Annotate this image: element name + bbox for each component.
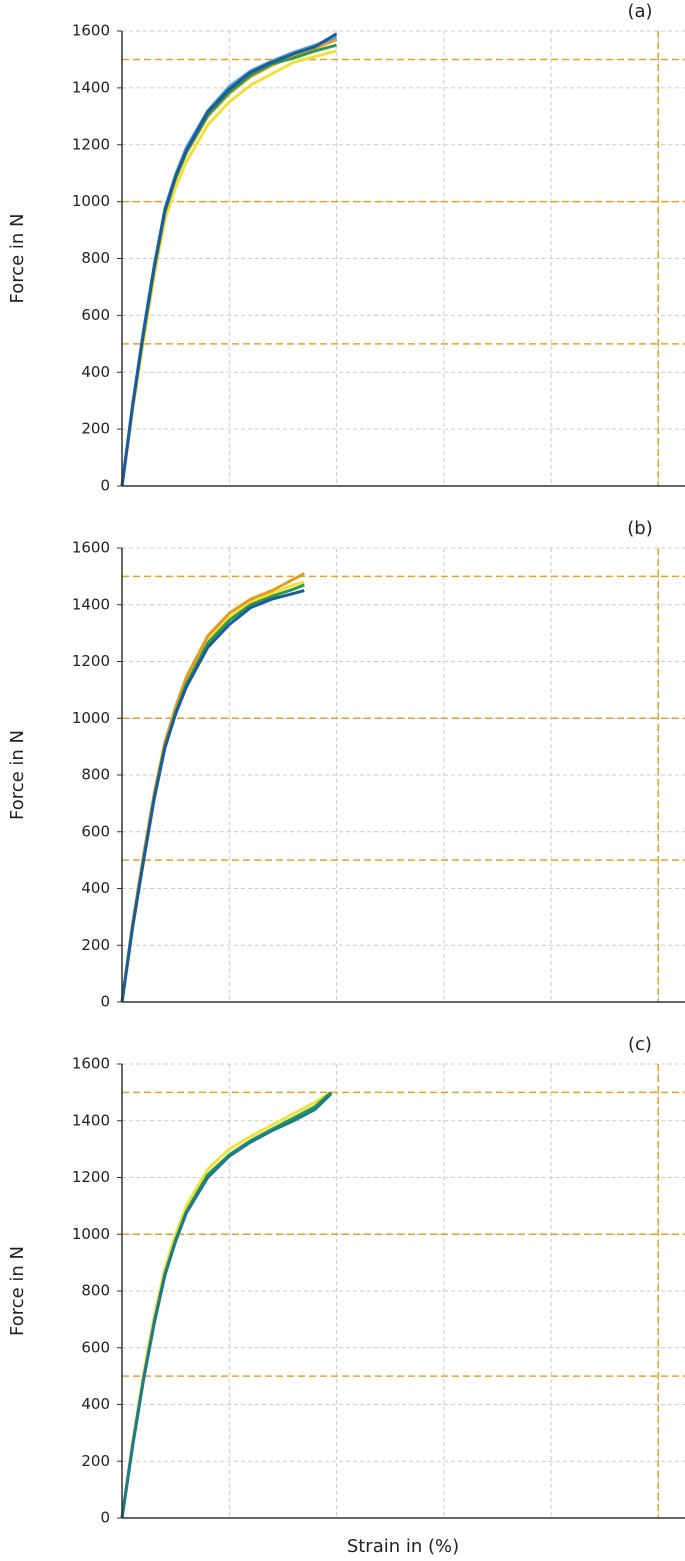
y-tick-label: 1400 [72, 78, 110, 96]
data-line [120, 580, 305, 1003]
y-tick-label: 800 [81, 249, 110, 267]
data-line [120, 589, 305, 1003]
data-line [120, 583, 305, 1003]
y-tick-label: 600 [81, 1338, 110, 1356]
y-tick-label: 0 [100, 1509, 110, 1527]
y-tick-label: 400 [81, 1395, 110, 1413]
y-tick-label: 200 [81, 420, 110, 438]
panel-label: (c) [628, 1034, 652, 1055]
panel-label: (a) [627, 1, 652, 22]
data-line [120, 32, 338, 487]
data-line [120, 1092, 333, 1519]
y-tick-label: 1000 [72, 709, 110, 727]
y-tick-label: 1200 [72, 1168, 110, 1186]
y-tick-label: 0 [100, 477, 110, 495]
y-tick-label: 1000 [72, 192, 110, 210]
y-tick-label: 1000 [72, 1225, 110, 1243]
data-line [120, 1091, 333, 1519]
y-tick-label: 1200 [72, 652, 110, 670]
y-tick-label: 400 [81, 363, 110, 381]
y-tick-label: 1400 [72, 1111, 110, 1129]
y-tick-label: 200 [81, 936, 110, 954]
y-tick-label: 600 [81, 306, 110, 324]
y-tick-label: 1600 [72, 1055, 110, 1073]
y-tick-label: 1600 [72, 539, 110, 557]
y-tick-label: 1200 [72, 135, 110, 153]
y-tick-label: 800 [81, 766, 110, 784]
y-tick-label: 800 [81, 1282, 110, 1300]
y-tick-label: 1600 [72, 22, 110, 40]
y-axis-label: Force in N [7, 1246, 28, 1336]
y-tick-label: 400 [81, 879, 110, 897]
y-tick-label: 200 [81, 1452, 110, 1470]
x-axis-label: Strain in (%) [347, 1536, 459, 1557]
panel-label: (b) [627, 518, 652, 539]
y-tick-label: 1400 [72, 595, 110, 613]
y-tick-label: 600 [81, 822, 110, 840]
y-axis-label: Force in N [7, 213, 28, 303]
y-tick-label: 0 [100, 993, 110, 1011]
y-axis-label: Force in N [7, 730, 28, 820]
